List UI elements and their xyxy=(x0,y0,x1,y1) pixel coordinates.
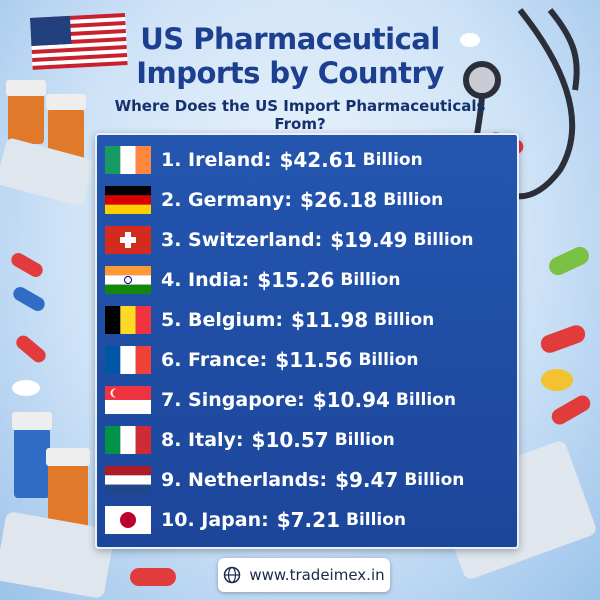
country-flag xyxy=(105,426,151,454)
country-label: 1. Ireland: xyxy=(161,149,272,171)
website: www.tradeimex.in xyxy=(249,566,385,584)
country-flag xyxy=(105,226,151,254)
amount-unit: Billion xyxy=(334,430,395,450)
country-flag xyxy=(105,186,151,214)
globe-icon xyxy=(224,566,241,584)
list-row: 1. Ireland: $42.61 Billion xyxy=(105,143,509,177)
list-row: 6. France: $11.56 Billion xyxy=(105,343,509,377)
list-row: 9. Netherlands: $9.47 Billion xyxy=(105,463,509,497)
country-label: 2. Germany: xyxy=(161,189,293,211)
import-amount: $26.18 xyxy=(300,188,378,212)
list-row: 7. Singapore: $10.94 Billion xyxy=(105,383,509,417)
import-amount: $15.26 xyxy=(257,268,335,292)
country-flag xyxy=(105,506,151,534)
import-amount: $10.94 xyxy=(312,388,390,412)
import-amount: $9.47 xyxy=(335,468,399,492)
amount-unit: Billion xyxy=(395,390,456,410)
list-row: 2. Germany: $26.18 Billion xyxy=(105,183,509,217)
us-flag xyxy=(29,13,128,70)
amount-unit: Billion xyxy=(383,190,444,210)
import-amount: $19.49 xyxy=(330,228,408,252)
amount-unit: Billion xyxy=(374,310,435,330)
amount-unit: Billion xyxy=(413,230,474,250)
country-label: 8. Italy: xyxy=(161,429,244,451)
country-flag xyxy=(105,146,151,174)
import-amount: $7.21 xyxy=(276,508,340,532)
amount-unit: Billion xyxy=(345,510,407,530)
list-row: 5. Belgium: $11.98 Billion xyxy=(105,303,509,337)
country-flag xyxy=(105,346,151,374)
list-row: 8. Italy: $10.57 Billion xyxy=(105,423,509,457)
bottles xyxy=(6,80,90,532)
country-flag xyxy=(105,466,151,494)
amount-unit: Billion xyxy=(340,270,401,290)
country-label: 9. Netherlands: xyxy=(161,469,328,491)
amount-unit: Billion xyxy=(362,150,423,170)
title-line: US Pharmaceutical xyxy=(140,22,440,56)
list-row: 4. India: $15.26 Billion xyxy=(105,263,509,297)
country-flag xyxy=(105,306,151,334)
country-label: 7. Singapore: xyxy=(161,389,305,411)
import-amount: $10.57 xyxy=(251,428,329,452)
country-flag xyxy=(105,386,151,414)
amount-unit: Billion xyxy=(404,470,465,490)
amount-unit: Billion xyxy=(358,350,419,370)
country-label: 6. France: xyxy=(161,349,268,371)
import-amount: $11.98 xyxy=(290,308,369,332)
list-panel: 1. Ireland: $42.61 Billion 2. Germany: $26.1… xyxy=(95,133,519,549)
import-amount: $11.56 xyxy=(275,348,353,372)
subtitle: Where Does the US Import Pharmaceuticals… xyxy=(114,97,486,133)
country-flag xyxy=(105,266,151,294)
country-label: 10. Japan: xyxy=(161,509,269,531)
import-amount: $42.61 xyxy=(279,148,357,172)
website-badge: www.tradeimex.in xyxy=(218,558,390,592)
country-label: 4. India: xyxy=(161,269,250,291)
title-line: Imports by Country xyxy=(136,56,444,90)
list-row: 10. Japan: $7.21 Billion xyxy=(105,503,509,537)
country-label: 5. Belgium: xyxy=(161,309,283,331)
list-row: 3. Switzerland: $19.49 Billion xyxy=(105,223,509,257)
country-label: 3. Switzerland: xyxy=(161,229,323,251)
